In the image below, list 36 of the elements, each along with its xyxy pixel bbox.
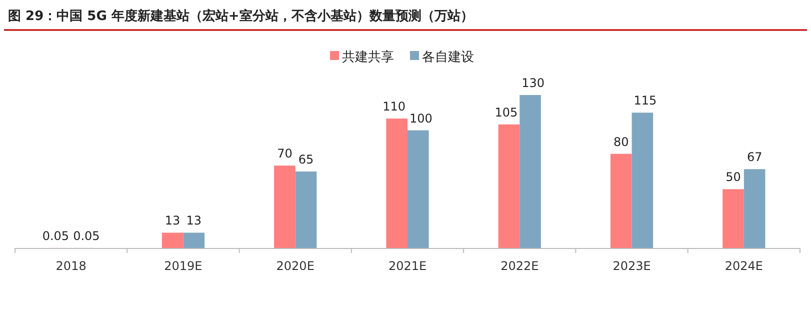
bar — [274, 166, 296, 248]
x-tick-label: 2018 — [56, 259, 86, 273]
x-tick-label: 2020E — [276, 259, 314, 273]
x-tick-label: 2019E — [164, 259, 202, 273]
x-tick-label: 2024E — [724, 259, 763, 273]
data-label: 115 — [634, 94, 657, 108]
data-label: 100 — [410, 111, 432, 126]
data-label: 70 — [277, 146, 292, 161]
data-label: 0.05 — [73, 228, 100, 243]
x-tick-label: 2023E — [612, 259, 651, 273]
bar — [520, 95, 541, 248]
bar — [295, 172, 317, 248]
x-tick-label: 2022E — [500, 259, 539, 273]
bar — [722, 189, 744, 248]
bar — [408, 130, 429, 248]
data-label: 130 — [522, 76, 545, 90]
bar — [610, 154, 632, 248]
data-label: 0.05 — [42, 228, 70, 243]
data-label: 13 — [164, 214, 180, 228]
data-label: 80 — [613, 134, 629, 149]
bar — [386, 118, 408, 248]
bar — [632, 112, 654, 248]
data-label: 65 — [298, 152, 314, 166]
data-label: 105 — [494, 105, 518, 120]
x-tick-label: 2021E — [388, 259, 427, 273]
data-label: 67 — [746, 150, 762, 164]
data-label: 13 — [186, 214, 202, 228]
chart-title: 图 29：中国 5G 年度新建基站（宏站+室分站，不含小基站）数量预测（万站） — [8, 8, 474, 24]
data-label: 50 — [726, 170, 741, 184]
bar — [498, 124, 520, 248]
bar — [162, 232, 184, 248]
legend-label: 共建共享 — [342, 49, 394, 65]
bar — [183, 232, 205, 248]
bar — [744, 169, 766, 248]
legend-label: 各自建设 — [422, 50, 474, 65]
data-label: 110 — [382, 100, 406, 114]
